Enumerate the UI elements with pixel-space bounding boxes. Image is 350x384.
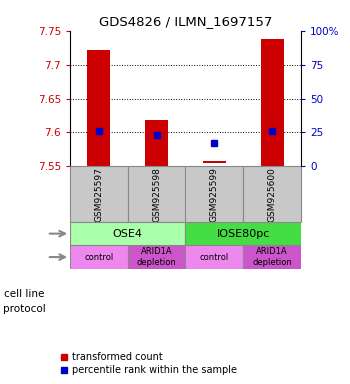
Bar — [70, 245, 128, 269]
Text: GSM925600: GSM925600 — [268, 167, 276, 222]
Text: IOSE80pc: IOSE80pc — [217, 228, 270, 238]
Bar — [186, 166, 243, 222]
Bar — [70, 166, 128, 222]
Bar — [260, 39, 284, 166]
Text: control: control — [200, 253, 229, 262]
Bar — [186, 222, 301, 245]
Bar — [128, 166, 186, 222]
Text: control: control — [84, 253, 113, 262]
Bar — [145, 120, 168, 166]
Text: ARID1A
depletion: ARID1A depletion — [252, 247, 292, 267]
Bar — [70, 222, 186, 245]
Title: GDS4826 / ILMN_1697157: GDS4826 / ILMN_1697157 — [99, 15, 272, 28]
Text: GSM925599: GSM925599 — [210, 167, 219, 222]
Text: cell line: cell line — [4, 289, 44, 299]
Bar — [243, 166, 301, 222]
Text: GSM925597: GSM925597 — [94, 167, 103, 222]
Bar — [186, 245, 243, 269]
Bar — [128, 245, 186, 269]
Bar — [203, 161, 226, 163]
Bar — [243, 245, 301, 269]
Text: protocol: protocol — [4, 304, 46, 314]
Text: ARID1A
depletion: ARID1A depletion — [137, 247, 176, 267]
Legend: transformed count, percentile rank within the sample: transformed count, percentile rank withi… — [61, 353, 237, 375]
Bar — [88, 50, 111, 166]
Text: OSE4: OSE4 — [113, 228, 143, 238]
Text: GSM925598: GSM925598 — [152, 167, 161, 222]
